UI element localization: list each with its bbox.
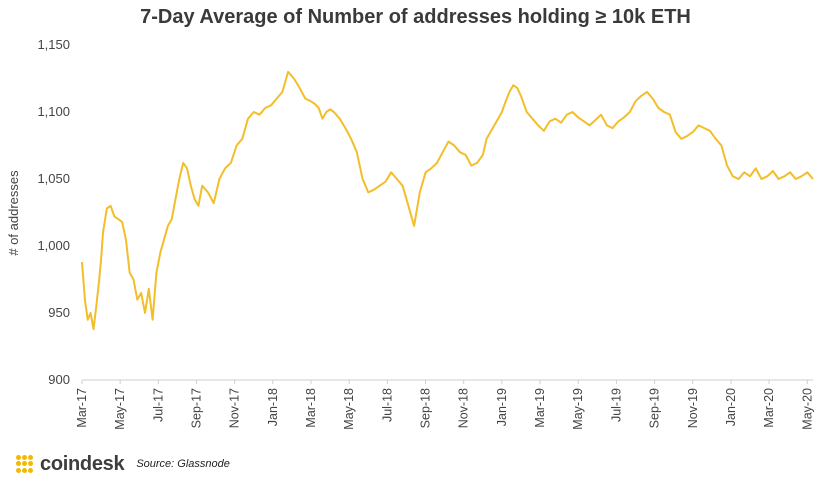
- y-axis-label: # of addresses: [6, 170, 21, 256]
- x-tick-label: Sep-18: [419, 388, 433, 428]
- x-tick-label: Jul-17: [151, 388, 165, 422]
- y-tick-label: 950: [48, 305, 70, 320]
- x-tick-label: Nov-18: [457, 388, 471, 428]
- x-tick-label: May-17: [113, 388, 127, 430]
- x-tick-label: May-18: [342, 388, 356, 430]
- y-tick-label: 900: [48, 372, 70, 387]
- x-axis: Mar-17 May-17 Jul-17 Sep-17 Nov-17 Jan-18 Mar-…: [75, 379, 814, 430]
- y-tick-label: 1,000: [37, 238, 70, 253]
- y-axis: 900 950 1,000 1,050 1,100 1,150: [37, 37, 70, 387]
- chart-title: 7-Day Average of Number of addresses hol…: [140, 6, 691, 28]
- y-tick-label: 1,150: [37, 37, 70, 52]
- x-tick-label: Mar-17: [75, 388, 89, 428]
- x-tick-label: Jan-20: [724, 388, 738, 426]
- y-tick-label: 1,050: [37, 171, 70, 186]
- x-tick-label: Sep-19: [648, 388, 662, 428]
- coindesk-logo-icon: [16, 455, 34, 473]
- x-tick-label: May-19: [571, 388, 585, 430]
- series-line: [81, 70, 814, 331]
- x-tick-label: Mar-20: [762, 388, 776, 428]
- x-tick-label: Nov-19: [686, 388, 700, 428]
- x-tick-label: Jul-19: [609, 388, 623, 422]
- x-tick-label: Jan-19: [495, 388, 509, 426]
- x-tick-label: Jul-18: [380, 388, 394, 422]
- x-tick-label: Nov-17: [228, 388, 242, 428]
- x-tick-label: Mar-19: [533, 388, 547, 428]
- x-tick-label: Jan-18: [266, 388, 280, 426]
- x-tick-label: Sep-17: [190, 388, 204, 428]
- x-tick-label: May-20: [800, 388, 814, 430]
- brand-name: coindesk: [40, 452, 125, 475]
- series-group: [81, 70, 814, 331]
- footer: coindesk Source: Glassnode: [16, 452, 230, 476]
- x-tick-label: Mar-18: [304, 388, 318, 428]
- source-note: Source: Glassnode: [136, 458, 230, 470]
- y-tick-label: 1,100: [37, 104, 70, 119]
